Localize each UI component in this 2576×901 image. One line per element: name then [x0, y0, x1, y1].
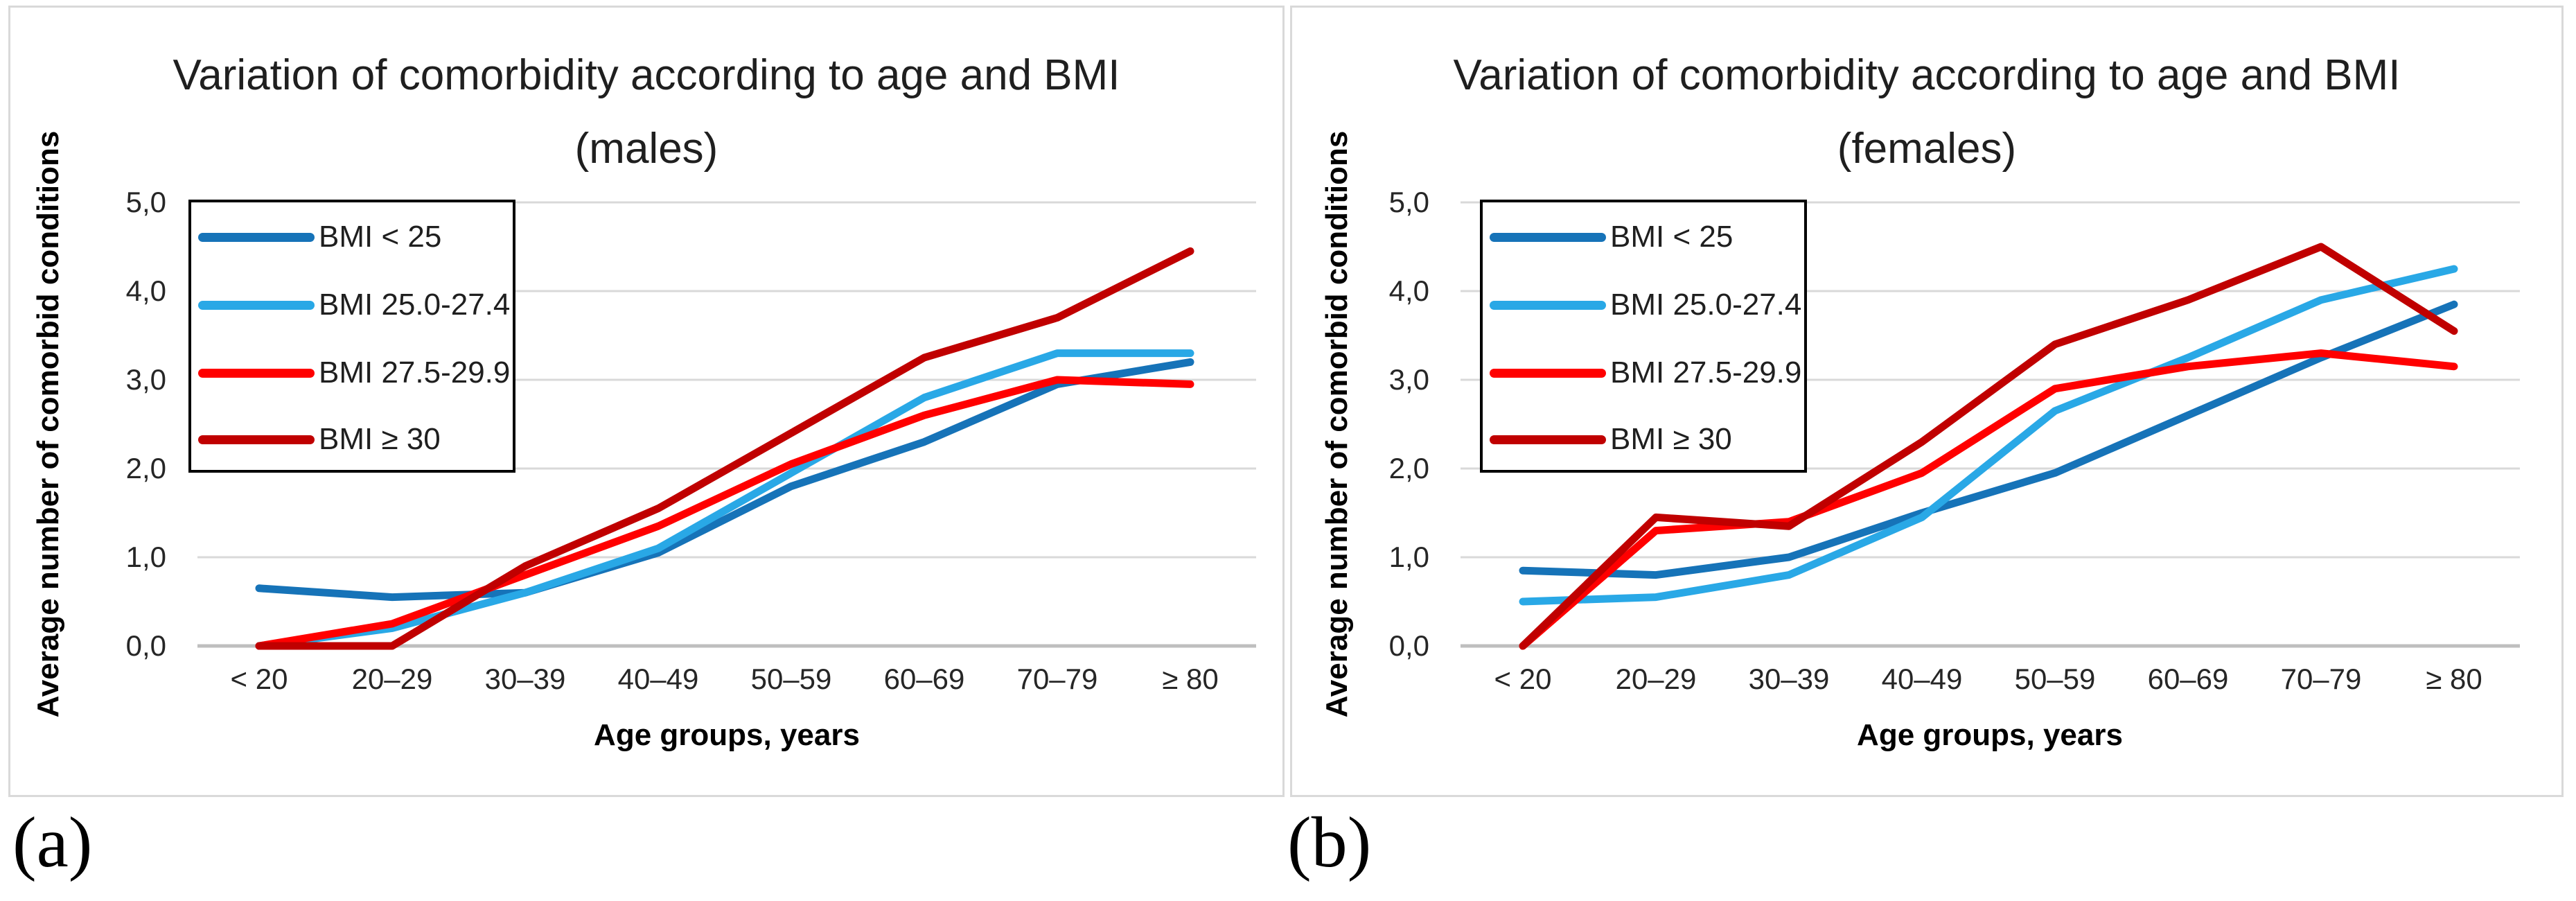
y-tick-label: 2,0 [125, 452, 166, 484]
legend-label: BMI < 25 [1610, 220, 1733, 254]
legend-item: BMI < 25 [198, 220, 441, 254]
legend-label: BMI < 25 [319, 220, 442, 254]
legend-label: BMI 25.0-27.4 [1610, 288, 1802, 322]
series-line-bmi-25-0-27-4 [255, 349, 1194, 650]
x-tick-label: 40–49 [1881, 663, 1963, 695]
x-tick-label: 30–39 [1748, 663, 1830, 695]
series-line-bmi-25-0-27-4 [1519, 265, 2458, 606]
y-tick-label: 5,0 [1388, 186, 1429, 218]
panel-letter-a: (a) [12, 803, 93, 882]
x-tick-label: 30–39 [484, 663, 566, 695]
legend-females: BMI < 25 BMI 25.0-27.4 BMI 27.5-29.9 BMI… [1480, 200, 1807, 473]
x-tick-label: 20–29 [1615, 663, 1697, 695]
x-tick-label: 20–29 [351, 663, 433, 695]
series-line-bmi-27-5-29-9 [255, 376, 1194, 650]
y-tick-label: 0,0 [1388, 629, 1429, 662]
y-tick-label: 4,0 [125, 274, 166, 307]
legend-line-swatch [1490, 368, 1606, 378]
x-tick-label: ≥ 80 [1162, 663, 1219, 695]
y-tick-label: 3,0 [1388, 363, 1429, 396]
series-line-bmi-25 [1519, 300, 2458, 579]
panel-letter-b: (b) [1287, 803, 1372, 882]
y-tick-label: 3,0 [125, 363, 166, 396]
legend-line-swatch [1490, 435, 1606, 444]
y-tick-label: 1,0 [125, 541, 166, 573]
chart-title-males: Variation of comorbidity according to ag… [173, 51, 1120, 99]
x-tick-label: ≥ 80 [2426, 663, 2482, 695]
legend-line-swatch [1490, 232, 1606, 242]
x-tick-label: 50–59 [750, 663, 832, 695]
legend-line-swatch [1490, 300, 1606, 310]
chart-subtitle-females: (females) [1837, 125, 2017, 173]
legend-label: BMI 27.5-29.9 [319, 356, 511, 390]
series-line-bmi-25 [255, 358, 1194, 602]
x-tick-label: < 20 [230, 663, 288, 695]
legend-item: BMI 25.0-27.4 [1490, 288, 1801, 322]
x-tick-label: 60–69 [2147, 663, 2229, 695]
x-tick-label: 70–79 [2280, 663, 2362, 695]
chart-title-females: Variation of comorbidity according to ag… [1453, 51, 2401, 99]
legend-label: BMI ≥ 30 [1610, 422, 1732, 456]
legend-item: BMI < 25 [1490, 220, 1733, 254]
legend-item: BMI 25.0-27.4 [198, 288, 510, 322]
chart-subtitle-males: (males) [574, 125, 718, 173]
legend-item: BMI ≥ 30 [1490, 422, 1732, 456]
legend-label: BMI 25.0-27.4 [319, 288, 511, 322]
y-tick-label: 2,0 [1388, 452, 1429, 484]
legend-item: BMI 27.5-29.9 [198, 356, 510, 390]
x-tick-label: 70–79 [1016, 663, 1098, 695]
x-axis-title-males: Age groups, years [594, 718, 860, 752]
y-tick-label: 0,0 [125, 629, 166, 662]
series-line-bmi-30 [255, 247, 1194, 650]
x-tick-label: 50–59 [2014, 663, 2096, 695]
x-tick-label: 60–69 [883, 663, 965, 695]
legend-line-swatch [198, 300, 315, 310]
legend-line-swatch [198, 435, 315, 444]
y-tick-label: 1,0 [1388, 541, 1429, 573]
series-line-bmi-30 [1519, 243, 2458, 650]
x-tick-label: < 20 [1494, 663, 1552, 695]
legend-line-swatch [198, 368, 315, 378]
legend-males: BMI < 25 BMI 25.0-27.4 BMI 27.5-29.9 BMI… [188, 200, 515, 473]
x-tick-label: 40–49 [617, 663, 699, 695]
y-tick-label: 4,0 [1388, 274, 1429, 307]
legend-item: BMI ≥ 30 [198, 422, 441, 456]
y-tick-label: 5,0 [125, 186, 166, 218]
legend-line-swatch [198, 232, 315, 242]
legend-item: BMI 27.5-29.9 [1490, 356, 1801, 390]
x-axis-title-females: Age groups, years [1857, 718, 2123, 752]
legend-label: BMI 27.5-29.9 [1610, 356, 1802, 390]
series-line-bmi-27-5-29-9 [1519, 349, 2458, 650]
legend-label: BMI ≥ 30 [319, 422, 441, 456]
